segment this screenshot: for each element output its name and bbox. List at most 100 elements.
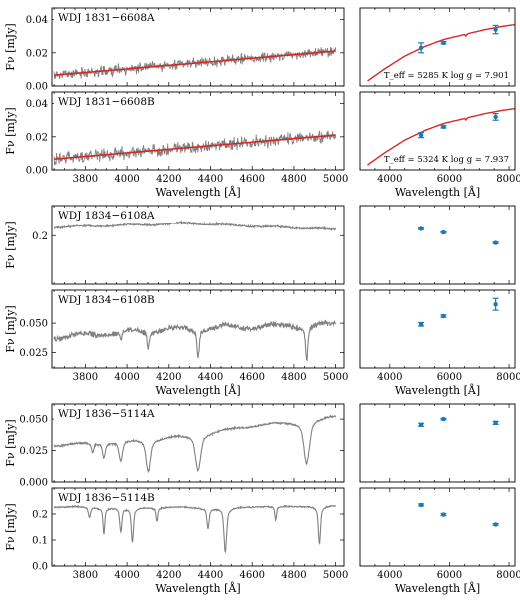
y-axis-label: Fν [mJy] — [4, 23, 17, 70]
axes-frame — [359, 487, 516, 567]
x-tick-label: 4200 — [156, 174, 181, 185]
data-point — [418, 132, 424, 138]
plot-area — [53, 130, 337, 166]
x-axis-label: Wavelength [Å] — [395, 185, 480, 199]
axes-frame — [359, 91, 516, 171]
x-tick-label: 4800 — [281, 570, 306, 581]
y-tick-label: 0.050 — [19, 415, 48, 426]
x-tick-label: 4200 — [156, 372, 181, 383]
x-tick-label: 8000 — [496, 174, 520, 185]
photometry-panel — [359, 403, 516, 483]
x-tick-label: 4800 — [281, 372, 306, 383]
plot-area — [53, 414, 337, 474]
data-point — [441, 229, 446, 235]
x-tick-label: 4400 — [198, 372, 223, 383]
photometry-panel: 4000 6000 8000 Wavelength [Å] T_eff = 5324 K… — [359, 91, 520, 199]
data-point — [493, 27, 498, 32]
panel-label: WDJ 1831−6608B — [58, 96, 155, 108]
axes-frame — [51, 7, 345, 87]
data-point — [441, 416, 446, 422]
axes-frame — [51, 289, 345, 369]
x-tick-label: 5000 — [323, 372, 348, 383]
x-tick-label: 3800 — [73, 372, 98, 383]
spectrum-line — [53, 46, 337, 80]
data-point — [493, 522, 498, 527]
label-background — [54, 94, 176, 109]
x-axis-label: Wavelength [Å] — [155, 383, 240, 397]
x-tick-label: 4600 — [240, 372, 265, 383]
spectrum-panel: 3800 4000 4200 4400 4600 4800 5000 Wavelength [… — [4, 91, 348, 199]
data-point — [418, 322, 424, 327]
spectrum-line — [53, 319, 337, 362]
x-tick-label: 5000 — [323, 570, 348, 581]
panel-label: WDJ 1836−5114B — [58, 492, 155, 504]
x-tick-label: 3800 — [73, 570, 98, 581]
spectrum-line — [53, 504, 336, 554]
axes-frame — [359, 403, 516, 483]
x-tick-label: 6000 — [437, 174, 462, 185]
y-tick-label: 0.04 — [26, 15, 48, 26]
y-tick-label: 0.02 — [26, 48, 48, 59]
y-axis-label: Fν [mJy] — [4, 419, 17, 466]
x-axis-label: Wavelength [Å] — [155, 185, 240, 199]
y-tick-label: 0.00 — [26, 166, 48, 177]
y-tick-label: 0.00 — [26, 82, 48, 93]
spectrum-panel: 3800 4000 4200 4400 4600 4800 5000 Wavelength [… — [4, 289, 348, 397]
spectrum-panel: 0.2 Fν [mJy] WDJ 1834−6108A — [4, 205, 345, 285]
y-tick-label: 0.000 — [19, 478, 48, 489]
panel-label: WDJ 1834−6108A — [58, 210, 155, 222]
data-point — [441, 124, 446, 130]
data-point — [441, 313, 446, 319]
x-tick-label: 8000 — [496, 372, 520, 383]
label-background — [54, 208, 176, 223]
label-background — [54, 10, 176, 25]
y-tick-label: 0.0 — [32, 562, 48, 573]
x-tick-label: 4600 — [240, 570, 265, 581]
data-point — [418, 45, 424, 51]
fit-annotation: T_eff = 5285 K log g = 7.901 — [384, 71, 509, 81]
x-tick-label: 4000 — [377, 570, 402, 581]
x-tick-label: 4000 — [114, 174, 139, 185]
y-tick-label: 0.04 — [26, 99, 48, 110]
axes-frame — [51, 487, 345, 567]
panel-label: WDJ 1836−5114A — [58, 408, 155, 420]
plot-area — [53, 504, 336, 554]
data-point — [441, 512, 446, 517]
panel-label: WDJ 1834−6108B — [58, 294, 155, 306]
data-point — [418, 226, 424, 231]
x-tick-label: 6000 — [437, 372, 462, 383]
x-tick-label: 4000 — [377, 372, 402, 383]
y-tick-label: 0.2 — [32, 231, 48, 242]
data-point — [493, 420, 498, 426]
model-sed-line — [367, 23, 515, 82]
x-tick-label: 4400 — [198, 570, 223, 581]
y-axis-label: Fν [mJy] — [4, 503, 17, 550]
plot-area — [53, 319, 337, 362]
plot-area — [418, 226, 499, 245]
x-tick-label: 5000 — [323, 174, 348, 185]
y-tick-label: 0.025 — [19, 348, 48, 359]
plot-area — [418, 297, 499, 327]
y-tick-label: 0.1 — [32, 536, 48, 547]
y-tick-label: 0.2 — [32, 510, 48, 521]
axes-frame — [51, 403, 345, 483]
plot-area — [367, 107, 515, 166]
data-point — [441, 40, 446, 46]
x-tick-label: 3800 — [73, 174, 98, 185]
spectrum-line — [53, 414, 337, 474]
x-tick-label: 4000 — [377, 174, 402, 185]
plot-area — [53, 220, 337, 231]
axes-frame — [51, 205, 345, 285]
y-axis-label: Fν [mJy] — [4, 305, 17, 352]
data-point — [493, 301, 498, 307]
x-tick-label: 6000 — [437, 570, 462, 581]
panel-label: WDJ 1831−6608A — [58, 12, 155, 24]
data-point — [493, 240, 498, 245]
x-tick-label: 8000 — [496, 570, 520, 581]
axes-frame — [51, 91, 345, 171]
label-background — [54, 406, 176, 421]
y-tick-label: 0.025 — [19, 446, 48, 457]
model-line — [54, 134, 336, 160]
